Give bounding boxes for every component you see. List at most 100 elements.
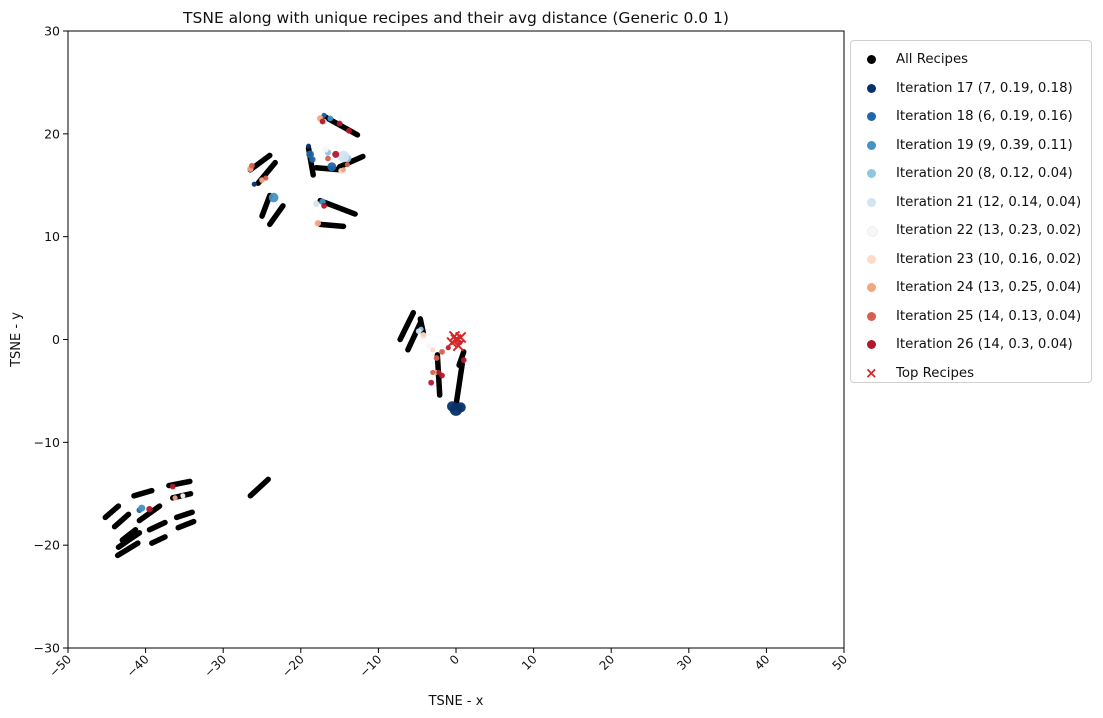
legend-item: Iteration 23 (10, 0.16, 0.02) [851,246,1091,274]
iteration-point [455,402,466,413]
legend-x-marker: × [865,363,878,382]
legend-label: Iteration 21 (12, 0.14, 0.04) [896,194,1082,210]
x-tick-label: 30 [674,652,695,673]
iteration-point [340,167,347,173]
y-tick-label: 0 [52,332,60,347]
legend-item: Iteration 26 (14, 0.3, 0.04) [851,331,1091,359]
x-tick-label: 20 [597,652,618,673]
iteration-point [430,369,436,375]
legend-label: Iteration 17 (7, 0.19, 0.18) [896,80,1073,96]
all-recipes-point [119,526,139,543]
legend-marker [867,340,876,349]
all-recipes-point [317,197,358,217]
y-tick-label: −20 [34,538,60,553]
all-recipes-point [267,203,286,228]
legend-marker [867,283,876,292]
top-recipe-marker [446,336,458,349]
iteration-point [436,369,442,375]
iteration-point [332,150,340,158]
legend-item: × Top Recipes [851,360,1091,388]
x-tick-label: −50 [46,652,74,680]
legend-label: Iteration 18 (6, 0.19, 0.16) [896,109,1073,124]
legend-marker [867,140,876,150]
iteration-point [428,379,435,386]
iteration-point [306,150,314,159]
legend-marker [867,112,876,121]
all-recipes-point [131,487,155,499]
iteration-point [146,505,153,513]
top-recipe-marker [454,331,467,344]
iteration-point [309,156,316,163]
y-tick-label: 20 [44,126,60,141]
all-recipes-point [173,509,195,521]
all-recipes-point [114,540,141,559]
y-tick-label: −30 [34,641,60,656]
all-recipes-point [111,511,132,530]
x-tick-label: 0 [447,652,462,667]
top-recipe-marker [452,339,465,352]
all-recipes-point [149,534,168,546]
all-recipes-point [405,320,424,353]
iteration-point [325,155,331,162]
legend-label: All Recipes [896,52,969,67]
iteration-point [138,504,146,512]
legend-marker [867,197,876,207]
legend-marker [867,55,876,64]
iteration-point [251,181,257,187]
iteration-point [172,495,178,501]
iteration-point [321,202,327,209]
x-tick-label: −40 [124,652,152,680]
all-recipes-point [247,476,271,499]
legend-item: Iteration 18 (6, 0.19, 0.16) [851,103,1091,131]
iteration-point [344,162,350,168]
legend-item: Iteration 22 (13, 0.23, 0.02) [851,217,1091,245]
legend-item: Iteration 17 (7, 0.19, 0.18) [851,75,1091,103]
all-recipes-point [317,221,347,230]
iteration-point [426,343,432,349]
all-recipes-point [336,153,366,170]
chart-title: TSNE along with unique recipes and their… [182,9,729,27]
iteration-point [327,115,334,122]
all-recipes-point [397,310,417,343]
legend-label: Iteration 20 (8, 0.12, 0.04) [896,166,1073,181]
iteration-point [433,355,440,361]
iteration-point [322,146,329,153]
legend-item: Iteration 19 (9, 0.39, 0.11) [851,132,1091,160]
iteration-point [447,401,458,412]
legend-marker [867,311,876,321]
x-tick-label: 50 [829,652,850,673]
y-tick-label: −10 [34,435,60,450]
iteration-point [439,348,445,355]
iteration-point [460,357,467,363]
all-recipes-point [453,361,465,409]
legend-label: Iteration 25 (14, 0.13, 0.04) [896,308,1082,324]
iteration-point [263,175,269,181]
all-recipes-point [146,519,168,533]
legend-label: Iteration 26 (14, 0.3, 0.04) [896,337,1073,352]
legend-label: Iteration 23 (10, 0.16, 0.02) [896,251,1082,267]
legend-marker [867,254,876,264]
iteration-point [346,127,352,134]
x-tick-label: −20 [279,652,307,680]
iteration-point [430,347,436,353]
iteration-point [415,328,422,335]
x-axis-label: TSNE - x [428,694,484,709]
x-tick-label: −30 [202,652,230,680]
y-tick-label: 30 [44,24,60,39]
y-axis-label: TSNE - y [9,312,24,368]
iteration-point [313,200,320,207]
legend-item: Iteration 21 (12, 0.14, 0.04) [851,189,1091,217]
legend-label: Top Recipes [896,365,975,381]
iteration-point [337,150,350,163]
legend-item: Iteration 24 (13, 0.25, 0.04) [851,274,1091,302]
iteration-point [180,493,186,499]
all-recipes-point [115,530,143,550]
legend-label: Iteration 19 (9, 0.39, 0.11) [896,137,1073,153]
all-recipes-point [259,192,273,219]
legend-item: Iteration 20 (8, 0.12, 0.04) [851,160,1091,188]
legend: All Recipes Iteration 17 (7, 0.19, 0.18) I… [850,40,1092,383]
y-tick-label: 10 [44,229,60,244]
iteration-point [314,220,322,227]
legend-label: Iteration 22 (13, 0.23, 0.02) [896,223,1082,238]
